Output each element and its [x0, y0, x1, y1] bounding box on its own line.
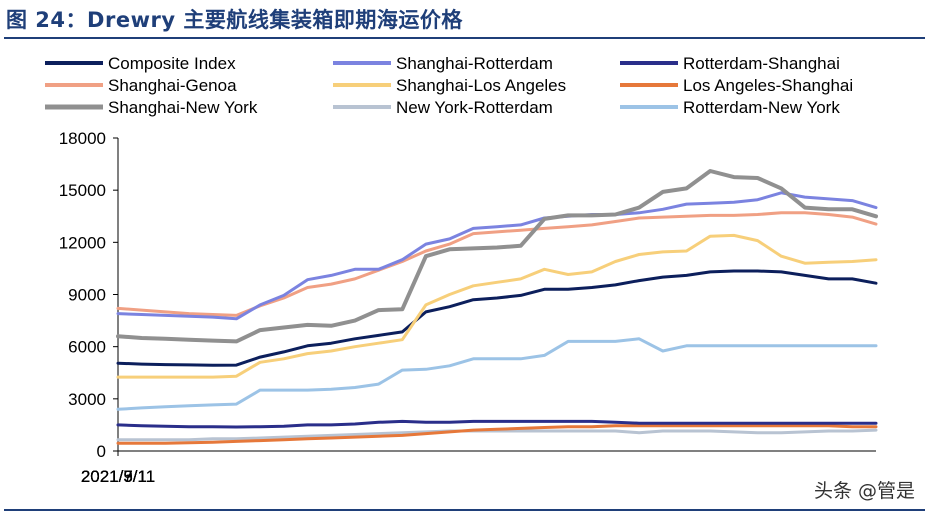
y-tick-label: 0 — [97, 442, 106, 461]
title-divider — [4, 37, 925, 39]
series-line — [116, 337, 878, 411]
y-tick-label: 3000 — [68, 390, 106, 409]
x-tick-label: 2021/7/11 — [81, 467, 155, 486]
legend-label: New York-Rotterdam — [396, 98, 553, 117]
watermark-text: 头条 @管是 — [813, 480, 915, 502]
series-line — [116, 211, 878, 317]
legend-label: Shanghai-Genoa — [108, 76, 237, 95]
x-tick-label: 2021/5/11 — [81, 467, 155, 486]
legend-label: Shanghai-Rotterdam — [396, 54, 553, 73]
series-line — [116, 424, 878, 445]
series-line — [116, 169, 878, 344]
series-layer — [116, 169, 878, 445]
x-tick-label: 2021/9/11 — [81, 467, 155, 486]
y-tick-label: 9000 — [68, 286, 106, 305]
y-tick-label: 18000 — [59, 129, 106, 148]
y-axis: 0 3000 6000 9000 12000 15000 18000 — [59, 129, 119, 461]
x-tick-label: 2021/3/11 — [81, 467, 155, 486]
y-tick-label: 15000 — [59, 181, 106, 200]
legend-label: Shanghai-New York — [108, 98, 258, 117]
series-line — [116, 428, 878, 442]
legend-label: Rotterdam-New York — [683, 98, 840, 117]
series-line — [116, 233, 878, 379]
legend-label: Composite Index — [108, 54, 236, 73]
legend-label: Rotterdam-Shanghai — [683, 54, 840, 73]
legend-label: Los Angeles-Shanghai — [683, 76, 853, 95]
bottom-divider — [4, 509, 925, 511]
series-line — [116, 419, 878, 429]
y-tick-label: 6000 — [68, 338, 106, 357]
y-tick-label: 12000 — [59, 233, 106, 252]
series-line — [116, 191, 878, 321]
chart-legend: Composite Index Shanghai-Rotterdam Rotterd… — [45, 54, 853, 117]
legend-label: Shanghai-Los Angeles — [396, 76, 566, 95]
series-line — [116, 269, 878, 367]
figure-title: 图 24：Drewry 主要航线集装箱即期海运价格 — [6, 8, 463, 32]
